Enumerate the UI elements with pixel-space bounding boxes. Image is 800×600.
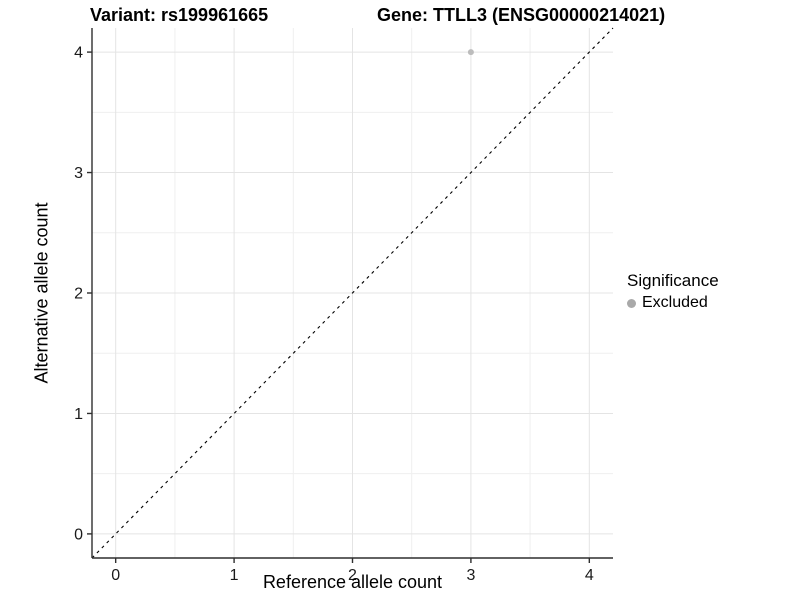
x-tick-label: 0: [111, 567, 120, 584]
x-tick-label: 2: [348, 567, 357, 584]
legend-title: Significance: [627, 271, 719, 290]
y-tick-label: 0: [74, 526, 83, 543]
y-axis-title: Alternative allele count: [31, 202, 52, 384]
plot-title-gene: Gene: TTLL3 (ENSG00000214021): [377, 5, 666, 25]
y-tick-label: 2: [74, 286, 83, 303]
legend: Significance Excluded: [627, 270, 719, 313]
legend-entry: Excluded: [627, 293, 719, 313]
plot-title-variant: Variant: rs199961665: [90, 5, 269, 25]
x-axis-title: Reference allele count: [262, 572, 443, 592]
data-point: [467, 49, 474, 56]
y-tick-label: 3: [74, 165, 83, 182]
legend-point-icon: [627, 298, 636, 308]
legend-entry-label: Excluded: [642, 294, 708, 312]
x-tick-label: 3: [466, 567, 475, 584]
y-tick-label: 4: [74, 45, 83, 62]
x-tick-label: 1: [230, 567, 239, 584]
identity-dashed-line: [91, 27, 614, 559]
y-tick-label: 1: [74, 406, 83, 423]
x-tick-label: 4: [585, 567, 594, 584]
